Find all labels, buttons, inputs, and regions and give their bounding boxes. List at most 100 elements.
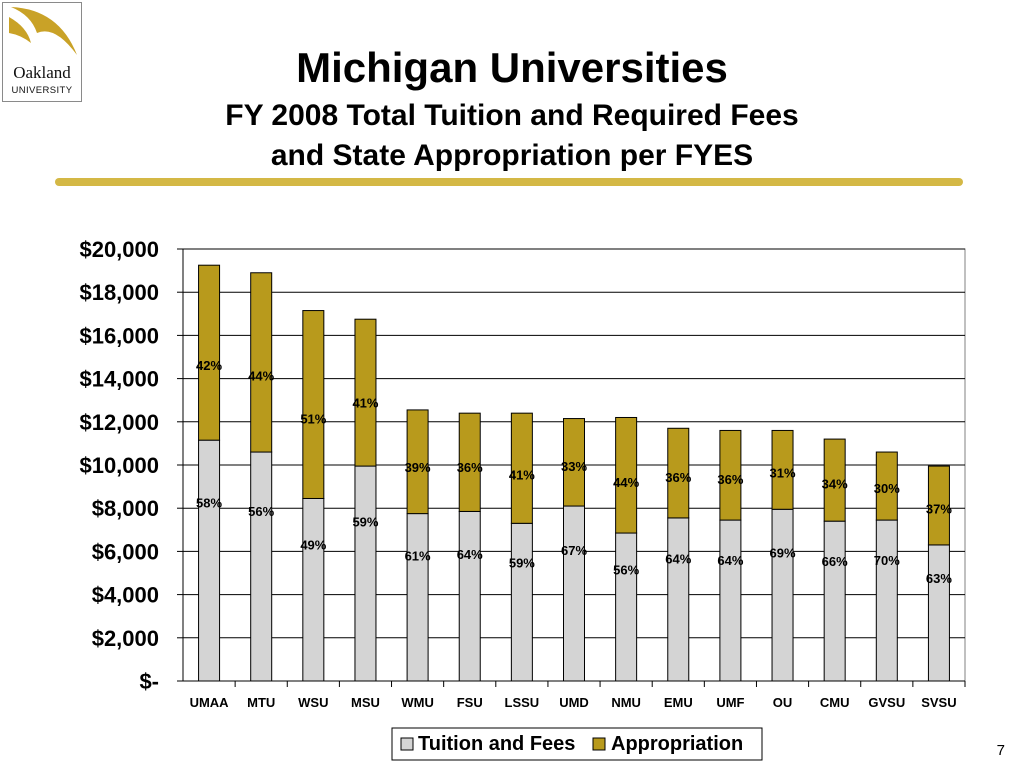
appropriation-percent-label: 42% <box>196 358 222 373</box>
tuition-bar-segment <box>927 544 950 682</box>
legend: Tuition and Fees Appropriation <box>391 727 763 761</box>
legend-label-tuition: Tuition and Fees <box>418 733 575 755</box>
x-tick-label: WMU <box>401 695 434 710</box>
appropriation-bar-segment <box>302 310 325 499</box>
y-tick-label: $18,000 <box>79 280 159 305</box>
appropriation-percent-label: 30% <box>874 481 900 496</box>
appropriation-bar-segment <box>458 412 481 512</box>
x-tick-label: LSSU <box>505 695 540 710</box>
logo-name: Oakland <box>13 63 71 82</box>
oakland-university-logo: Oakland UNIVERSITY <box>2 2 82 102</box>
x-tick-label: UMAA <box>190 695 230 710</box>
page-number: 7 <box>996 742 1005 759</box>
tuition-percent-label: 64% <box>717 553 743 568</box>
legend-swatch-appropriation <box>592 737 606 751</box>
tuition-bar-segment <box>563 505 585 682</box>
x-tick-label: CMU <box>820 695 850 710</box>
y-axis: $- $2,000 $4,000 $6,000 $8,000 $10,000 $12,000… <box>79 237 184 694</box>
appropriation-percent-label: 44% <box>613 475 639 490</box>
y-tick-label: $10,000 <box>79 453 159 478</box>
tuition-bar-segment <box>823 520 846 682</box>
tuition-percent-label: 61% <box>405 548 431 563</box>
x-tick-label: OU <box>773 695 793 710</box>
sail-emblem-icon <box>9 7 77 55</box>
appropriation-percent-label: 36% <box>717 472 743 487</box>
appropriation-bar-segment <box>615 416 638 534</box>
x-tick-label: GVSU <box>868 695 905 710</box>
y-tick-label: $12,000 <box>79 410 159 435</box>
tuition-bar-segment <box>771 508 794 682</box>
tuition-bar-segment <box>510 522 533 682</box>
tuition-bar-segment <box>354 465 377 682</box>
tuition-bar-segment <box>198 439 221 682</box>
tuition-bar-segment <box>667 517 690 682</box>
appropriation-percent-label: 36% <box>665 470 691 485</box>
tuition-bar-segment <box>458 510 481 682</box>
tuition-bar-segment <box>406 513 429 682</box>
y-tick-label: $8,000 <box>92 496 159 521</box>
appropriation-bar-segment <box>406 409 429 515</box>
appropriation-percent-label: 37% <box>926 501 952 516</box>
appropriation-bar-segment <box>354 318 377 467</box>
appropriation-bar-segment <box>510 412 533 524</box>
x-tick-label: NMU <box>611 695 641 710</box>
tuition-bar-segment <box>302 497 325 682</box>
tuition-percent-label: 64% <box>665 552 691 567</box>
x-tick-label: WSU <box>298 695 328 710</box>
tuition-percent-label: 69% <box>770 545 796 560</box>
y-tick-label: $2,000 <box>92 626 159 651</box>
tuition-percent-label: 59% <box>352 514 378 529</box>
tuition-percent-label: 64% <box>457 547 483 562</box>
x-tick-label: UMD <box>559 695 589 710</box>
tuition-bar-segment <box>719 519 742 682</box>
appropriation-bar-segment <box>198 264 221 441</box>
tuition-bar-segment <box>615 532 638 682</box>
appropriation-bar-segment <box>667 427 690 519</box>
logo-subtitle: UNIVERSITY <box>11 85 73 96</box>
x-tick-label: EMU <box>664 695 693 710</box>
x-tick-label: SVSU <box>921 695 956 710</box>
appropriation-bar-segment <box>563 418 585 507</box>
tuition-percent-label: 56% <box>613 562 639 577</box>
x-axis: UMAA MTU WSU MSU WMU FSU LSSU UMD NMU EMU UMF OU CMU… <box>183 680 966 710</box>
legend-label-appropriation: Appropriation <box>611 733 743 755</box>
appropriation-percent-label: 31% <box>770 466 796 481</box>
x-tick-label: MTU <box>247 695 275 710</box>
appropriation-percent-label: 33% <box>561 459 587 474</box>
tuition-percent-label: 63% <box>926 571 952 586</box>
appropriation-percent-label: 39% <box>405 460 431 475</box>
tuition-percent-label: 59% <box>509 555 535 570</box>
chart-subtitle-line-1: FY 2008 Total Tuition and Required Fees <box>225 99 799 132</box>
y-tick-label: $14,000 <box>79 367 159 392</box>
chart-title: Michigan Universities <box>296 44 728 91</box>
appropriation-bar-segment <box>875 451 898 521</box>
appropriation-bar-segment <box>250 272 273 453</box>
appropriation-bar-segment <box>927 465 950 546</box>
tuition-percent-label: 56% <box>248 504 274 519</box>
tuition-percent-label: 70% <box>874 553 900 568</box>
y-tick-label: $16,000 <box>79 323 159 348</box>
y-tick-label: $20,000 <box>79 237 159 262</box>
tuition-percent-label: 49% <box>300 538 326 553</box>
appropriation-bar-segment <box>771 429 794 510</box>
appropriation-percent-label: 41% <box>352 395 378 410</box>
x-tick-label: FSU <box>457 695 483 710</box>
legend-box <box>391 727 763 761</box>
appropriation-percent-label: 41% <box>509 467 535 482</box>
bars: 58% 42% 56% 44% 49% 51% 59% 41% 61% 39% 64% 36% 59% 4… <box>196 264 952 682</box>
appropriation-percent-label: 34% <box>822 476 848 491</box>
tuition-bar-segment <box>875 519 898 682</box>
chart-subtitle-line-2: and State Appropriation per FYES <box>270 139 754 172</box>
y-tick-label: $6,000 <box>92 539 159 564</box>
x-tick-label: MSU <box>351 695 380 710</box>
legend-swatch-tuition <box>400 737 414 751</box>
appropriation-percent-label: 36% <box>457 460 483 475</box>
appropriation-percent-label: 44% <box>248 368 274 383</box>
appropriation-bar-segment <box>823 438 846 522</box>
appropriation-bar-segment <box>719 429 742 521</box>
x-tick-label: UMF <box>716 695 744 710</box>
tuition-percent-label: 67% <box>561 543 587 558</box>
tuition-bar-segment <box>250 451 273 682</box>
title-underline-rule <box>55 178 963 186</box>
